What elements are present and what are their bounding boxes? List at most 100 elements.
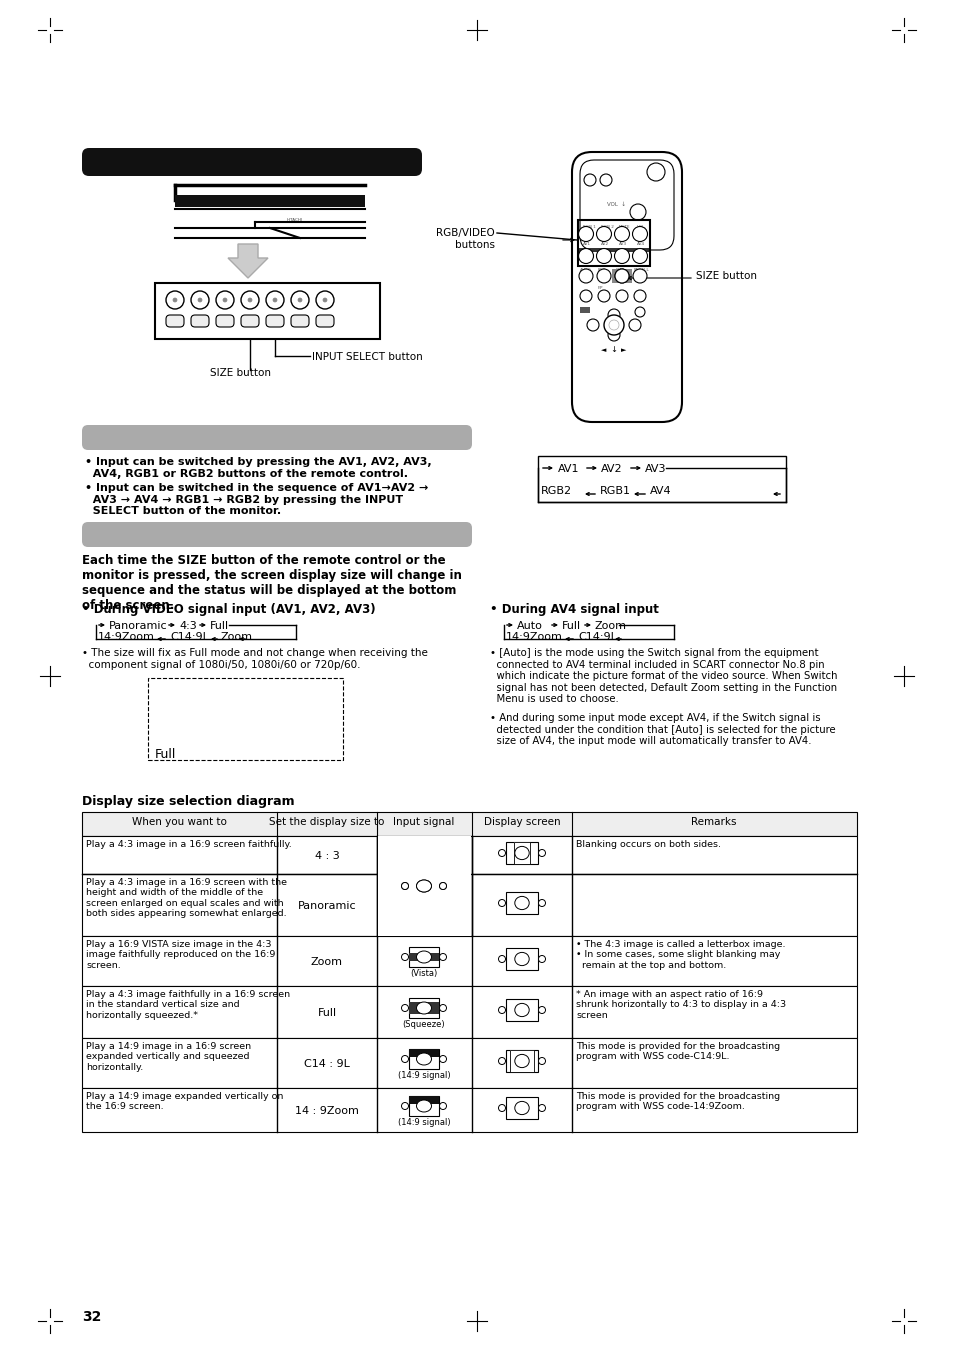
Circle shape xyxy=(439,882,446,889)
FancyBboxPatch shape xyxy=(572,153,681,422)
Text: Input signal: Input signal xyxy=(393,817,455,827)
Circle shape xyxy=(498,955,505,962)
Circle shape xyxy=(607,330,619,340)
Text: 4:3: 4:3 xyxy=(179,621,196,631)
Text: Panoramic: Panoramic xyxy=(297,901,355,911)
Text: (14:9 signal): (14:9 signal) xyxy=(397,1119,450,1127)
Bar xyxy=(409,1048,438,1056)
Text: ►: ► xyxy=(632,322,637,328)
Circle shape xyxy=(191,290,209,309)
Text: RGB2: RGB2 xyxy=(540,486,572,496)
Ellipse shape xyxy=(416,951,431,963)
Bar xyxy=(377,836,471,936)
Bar xyxy=(579,307,589,313)
FancyBboxPatch shape xyxy=(291,315,309,327)
Circle shape xyxy=(578,249,593,263)
Bar xyxy=(578,220,649,266)
Circle shape xyxy=(603,315,623,335)
Bar xyxy=(82,874,856,936)
Bar xyxy=(148,678,343,761)
Text: POP: POP xyxy=(598,267,605,272)
Text: • [Auto] is the mode using the Switch signal from the equipment
  connected to A: • [Auto] is the mode using the Switch si… xyxy=(490,648,837,704)
Text: Play a 4:3 image faithfully in a 16:9 screen
in the standard vertical size and
h: Play a 4:3 image faithfully in a 16:9 sc… xyxy=(86,990,290,1020)
Text: AV2: AV2 xyxy=(600,242,608,246)
Text: Panoramic: Panoramic xyxy=(109,621,168,631)
Bar xyxy=(82,1038,856,1088)
Text: When you want to: When you want to xyxy=(132,817,226,827)
FancyBboxPatch shape xyxy=(166,315,184,327)
Text: 14 : 9Zoom: 14 : 9Zoom xyxy=(294,1106,358,1116)
Text: VOL  ↓: VOL ↓ xyxy=(607,203,626,207)
Text: Size Switching: Size Switching xyxy=(94,526,226,540)
Text: RGB1: RGB1 xyxy=(599,486,630,496)
Text: • The size will fix as Full mode and not change when receiving the
  component s: • The size will fix as Full mode and not… xyxy=(82,648,428,670)
Circle shape xyxy=(439,1005,446,1012)
Circle shape xyxy=(273,299,276,303)
Circle shape xyxy=(632,227,647,242)
FancyBboxPatch shape xyxy=(241,315,258,327)
Bar xyxy=(505,998,537,1021)
Text: SIZE button: SIZE button xyxy=(210,367,271,378)
FancyBboxPatch shape xyxy=(82,149,421,176)
Circle shape xyxy=(401,1102,408,1109)
Bar xyxy=(409,1096,438,1116)
Text: ▲: ▲ xyxy=(611,312,616,317)
Ellipse shape xyxy=(515,952,529,966)
Bar xyxy=(510,1050,534,1071)
Circle shape xyxy=(615,269,628,282)
Ellipse shape xyxy=(515,1101,529,1115)
FancyBboxPatch shape xyxy=(315,315,334,327)
Text: Each time the SIZE button of the remote control or the
monitor is pressed, the s: Each time the SIZE button of the remote … xyxy=(82,554,461,612)
Circle shape xyxy=(634,290,645,303)
Bar xyxy=(612,269,631,282)
Text: AV3: AV3 xyxy=(618,242,626,246)
Text: ►: ► xyxy=(620,347,626,353)
Text: Display size selection diagram: Display size selection diagram xyxy=(82,794,294,808)
Text: MUTE: MUTE xyxy=(618,226,630,230)
Bar xyxy=(409,1048,438,1069)
Bar xyxy=(409,952,438,962)
FancyBboxPatch shape xyxy=(215,315,233,327)
Bar xyxy=(505,1050,537,1071)
Text: 4 : 3: 4 : 3 xyxy=(314,851,339,861)
Text: AV4: AV4 xyxy=(649,486,671,496)
Circle shape xyxy=(614,227,629,242)
Circle shape xyxy=(401,954,408,961)
Circle shape xyxy=(198,299,202,303)
Circle shape xyxy=(635,307,644,317)
Text: AV1: AV1 xyxy=(558,463,578,474)
Circle shape xyxy=(439,882,446,889)
Circle shape xyxy=(439,1102,446,1109)
Circle shape xyxy=(315,290,334,309)
FancyBboxPatch shape xyxy=(82,426,472,450)
Circle shape xyxy=(615,269,628,282)
Text: Display screen: Display screen xyxy=(483,817,559,827)
Text: Zoom: Zoom xyxy=(595,621,626,631)
Circle shape xyxy=(439,1055,446,1062)
Circle shape xyxy=(223,299,227,303)
Ellipse shape xyxy=(515,846,529,859)
Bar xyxy=(174,195,365,207)
Bar xyxy=(82,986,856,1038)
Bar xyxy=(514,842,530,865)
Circle shape xyxy=(537,850,545,857)
Text: Play a 4:3 image in a 16:9 screen faithfully.: Play a 4:3 image in a 16:9 screen faithf… xyxy=(86,840,292,848)
Bar xyxy=(505,1097,537,1119)
Bar xyxy=(82,812,856,836)
FancyBboxPatch shape xyxy=(579,159,673,250)
Circle shape xyxy=(632,249,647,263)
Bar xyxy=(154,282,379,339)
Text: (14:9 signal): (14:9 signal) xyxy=(397,1071,450,1079)
Text: AUTO: AUTO xyxy=(579,267,591,272)
Text: Full: Full xyxy=(210,621,229,631)
Ellipse shape xyxy=(515,1054,529,1067)
Bar xyxy=(514,842,530,865)
Circle shape xyxy=(596,227,611,242)
Text: Blanking occurs on both sides.: Blanking occurs on both sides. xyxy=(576,840,720,848)
Text: • And during some input mode except AV4, if the Switch signal is
  detected unde: • And during some input mode except AV4,… xyxy=(490,713,835,746)
Text: AV4: AV4 xyxy=(637,242,644,246)
Circle shape xyxy=(241,290,258,309)
Circle shape xyxy=(537,1058,545,1065)
Text: AV3: AV3 xyxy=(644,463,666,474)
Bar xyxy=(409,875,438,896)
